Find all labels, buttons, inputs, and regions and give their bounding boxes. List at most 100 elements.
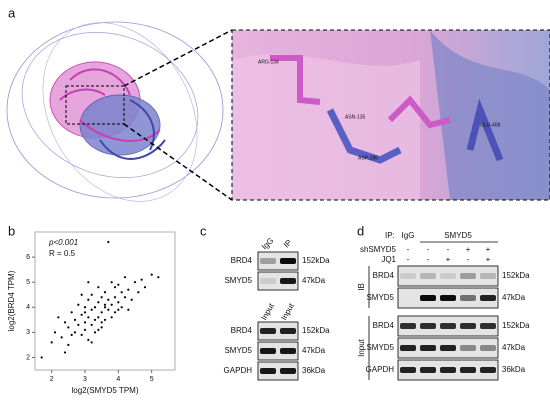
size-label: 36kDa xyxy=(302,366,326,375)
size-label: 47kDa xyxy=(302,276,326,285)
band xyxy=(440,323,456,329)
band xyxy=(400,367,416,373)
point xyxy=(57,316,60,319)
point xyxy=(63,321,67,324)
point xyxy=(120,306,123,309)
point xyxy=(123,276,127,279)
band xyxy=(440,345,456,351)
condition-label: shSMYD5 xyxy=(360,245,397,254)
y-tick-label: 4 xyxy=(26,304,30,311)
band xyxy=(420,295,436,301)
ip-group: IgG xyxy=(402,231,415,240)
point xyxy=(87,338,90,341)
sign: - xyxy=(447,245,450,254)
point xyxy=(113,311,117,314)
residue-label: ASN-135 xyxy=(345,114,366,120)
point xyxy=(107,308,110,311)
band xyxy=(440,273,456,279)
point xyxy=(93,318,97,321)
plot-frame xyxy=(34,231,176,371)
point xyxy=(83,328,87,331)
lane-label: IgG xyxy=(260,236,275,251)
point xyxy=(143,286,147,289)
point xyxy=(103,306,107,309)
residue-label: GLU-408 xyxy=(480,122,501,128)
sign: - xyxy=(427,255,430,264)
point xyxy=(100,296,103,299)
size-label: 47kDa xyxy=(502,343,526,352)
point xyxy=(103,291,107,294)
panel-letter: d xyxy=(357,223,364,238)
protein-label: GAPDH xyxy=(366,365,395,374)
point xyxy=(140,278,143,281)
zoom-view xyxy=(231,29,550,201)
point xyxy=(103,303,107,306)
band xyxy=(480,295,496,301)
band xyxy=(400,345,416,351)
y-tick-label: 5 xyxy=(26,279,30,286)
protein-label: BRD4 xyxy=(373,271,395,280)
point xyxy=(157,276,160,279)
point xyxy=(77,303,80,306)
band xyxy=(460,345,476,351)
point xyxy=(90,293,93,296)
residue-label: ARG-134 xyxy=(258,59,279,65)
point xyxy=(93,331,97,334)
point xyxy=(87,316,90,319)
point xyxy=(90,341,93,344)
protein-label: SMYD5 xyxy=(366,343,394,352)
blot xyxy=(257,341,299,361)
point xyxy=(93,306,97,309)
sign: - xyxy=(407,255,410,264)
sign: + xyxy=(466,245,471,254)
sign: + xyxy=(486,245,491,254)
point xyxy=(63,351,67,354)
blot xyxy=(257,251,299,271)
point xyxy=(97,316,100,319)
band xyxy=(280,368,296,374)
point xyxy=(107,298,110,301)
band xyxy=(280,258,296,264)
point xyxy=(73,331,77,334)
y-tick-label: 6 xyxy=(26,254,30,261)
point xyxy=(70,311,73,314)
size-label: 47kDa xyxy=(302,346,326,355)
protein-label: SMYD5 xyxy=(224,346,252,355)
band xyxy=(400,273,416,279)
point xyxy=(67,326,70,329)
y-tick-label: 3 xyxy=(26,329,30,336)
protein-label: SMYD5 xyxy=(224,276,252,285)
point xyxy=(53,331,57,334)
lane-label: IP xyxy=(282,238,294,250)
band xyxy=(260,278,276,284)
point xyxy=(110,303,113,306)
lane-label: Input xyxy=(279,301,296,322)
sign: + xyxy=(486,255,491,264)
band xyxy=(400,323,416,329)
band xyxy=(420,273,436,279)
section-label: Input xyxy=(357,338,366,357)
sign: - xyxy=(427,245,430,254)
point xyxy=(113,296,117,299)
x-tick-label: 5 xyxy=(150,376,154,383)
y-tick-label: 2 xyxy=(26,354,30,361)
point xyxy=(117,301,120,304)
blot xyxy=(257,321,299,341)
band xyxy=(280,278,296,284)
point xyxy=(73,318,77,321)
size-label: 47kDa xyxy=(502,293,526,302)
point xyxy=(113,286,117,289)
point xyxy=(110,281,113,284)
band xyxy=(460,323,476,329)
point xyxy=(77,323,80,326)
residue-label: ASP-186 xyxy=(358,155,378,161)
protein-label: SMYD5 xyxy=(366,293,394,302)
protein-label: BRD4 xyxy=(231,326,253,335)
protein-label: BRD4 xyxy=(373,321,395,330)
band xyxy=(440,295,456,301)
point xyxy=(133,281,137,284)
point xyxy=(123,296,127,299)
size-label: 152kDa xyxy=(502,271,530,280)
point xyxy=(83,311,87,314)
